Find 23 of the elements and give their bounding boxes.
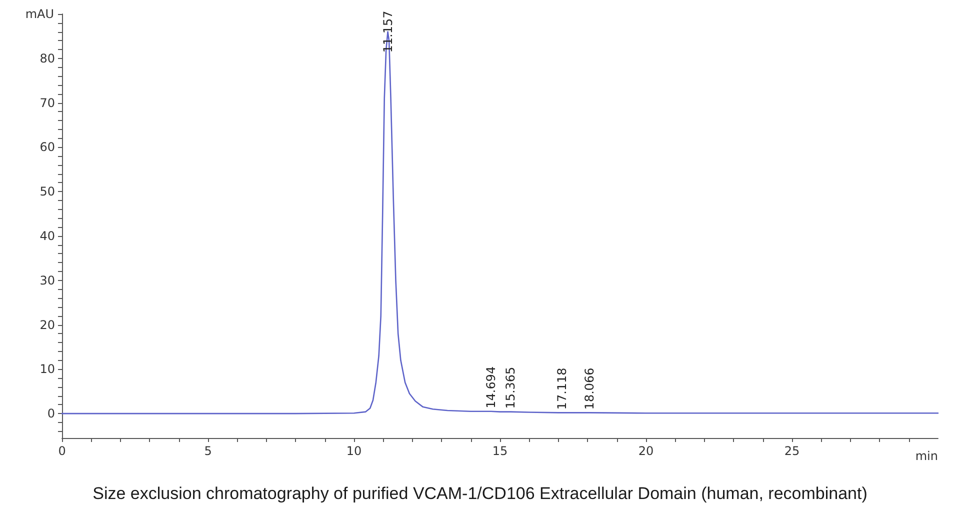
x-tick-label: 20 xyxy=(638,444,654,458)
x-tick-label: 15 xyxy=(492,444,508,458)
x-axis-title: min xyxy=(915,449,938,463)
y-axis-title: mAU xyxy=(25,7,54,21)
y-tick-label: 70 xyxy=(40,96,55,110)
y-tick-label: 40 xyxy=(40,228,55,243)
x-tick-label: 25 xyxy=(784,444,800,458)
y-tick-label: 20 xyxy=(40,318,55,332)
annotation: 17.118 xyxy=(554,368,569,410)
y-tick-label: 60 xyxy=(40,140,55,154)
y-tick-label: 80 xyxy=(40,51,55,66)
y-tick-label: 30 xyxy=(40,273,55,288)
y-tick-label: 0 xyxy=(47,406,55,421)
x-tick-label: 0 xyxy=(58,444,66,458)
x-tick-label: 10 xyxy=(346,444,362,458)
annotation: 14.694 xyxy=(484,366,498,408)
y-tick-label: 10 xyxy=(40,362,55,376)
x-tick-label: 5 xyxy=(204,444,212,458)
y-tick-label: 50 xyxy=(40,184,55,199)
annotation: 11.157 xyxy=(380,10,395,53)
annotation: 15.365 xyxy=(504,366,518,409)
annotation: 18.066 xyxy=(582,368,597,410)
text: Size exclusion chromatography of purified VCAM-1/CD106 Extracellular Domain (human, recombinant) xyxy=(92,484,868,503)
